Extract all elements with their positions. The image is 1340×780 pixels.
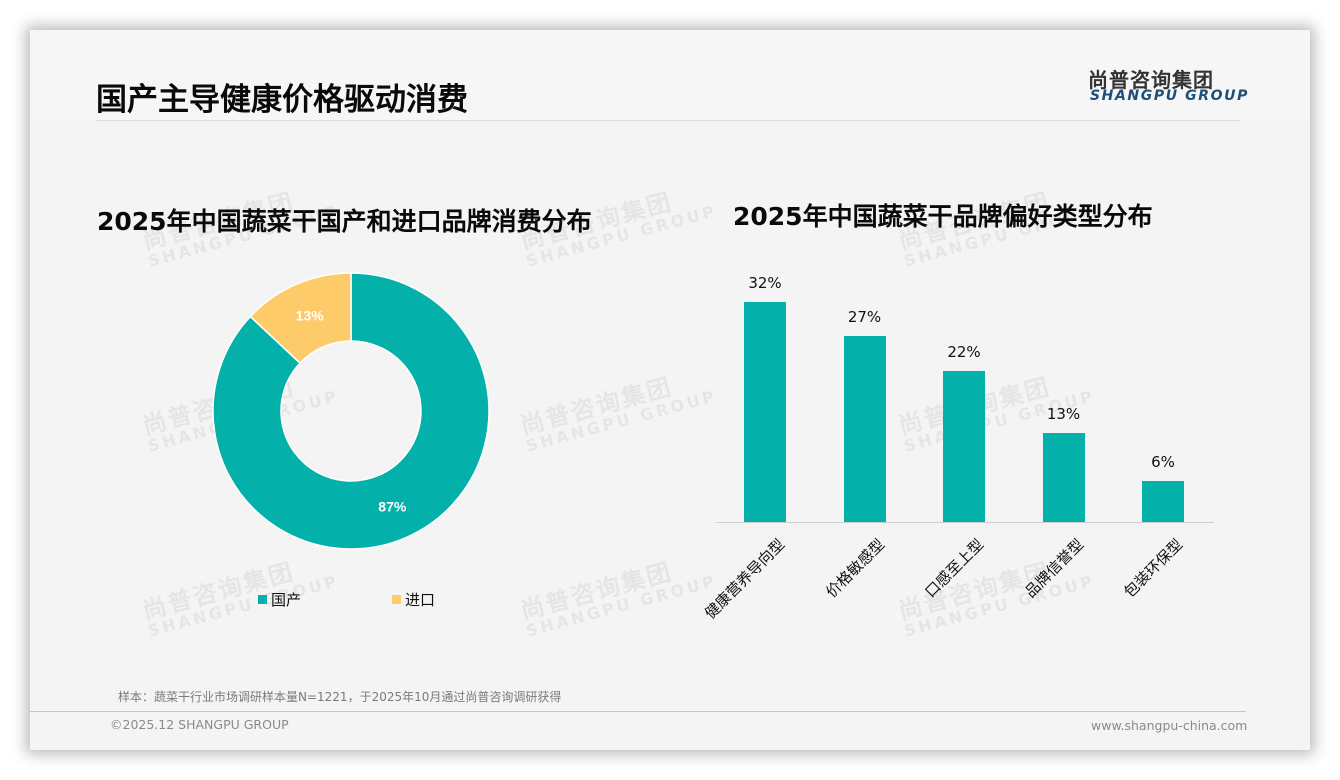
x-axis-label: 健康营养导向型 (701, 535, 789, 623)
x-axis-line (716, 522, 1214, 523)
x-axis-label: 价格敏感型 (821, 535, 888, 602)
bar-value-label: 22% (947, 342, 981, 361)
logo-cn: 尚普咨询集团 (1088, 68, 1214, 92)
x-axis-label: 包装环保型 (1120, 535, 1187, 602)
bar-value-label: 13% (1046, 404, 1081, 423)
bar (1042, 432, 1085, 522)
bar-value-label: 27% (847, 308, 882, 327)
bar (843, 336, 886, 522)
report-slide: 国产主导健康价格驱动消费 尚普咨询集团 SHANGPU GROUP 尚普咨询集团… (30, 30, 1310, 750)
bar-chart-title: 2025年中国蔬菜干品牌偏好类型分布 (733, 202, 1153, 231)
x-axis-label: 口感至上型 (921, 535, 988, 602)
donut-chart-title: 2025年中国蔬菜干国产和进口品牌消费分布 (97, 207, 592, 236)
sample-note: 样本：蔬菜干行业市场调研样本量N=1221，于2025年10月通过尚普咨询调研获… (118, 690, 562, 704)
title-band (30, 30, 1310, 120)
title-divider (96, 120, 1240, 121)
x-axis-label: 品牌信誉型 (1020, 535, 1087, 602)
legend-label-domestic: 国产 (271, 591, 302, 609)
donut-chart: 87% 13% (212, 272, 490, 550)
bar-value-label: 32% (748, 274, 782, 292)
bar (943, 370, 985, 522)
legend-swatch-domestic (258, 595, 267, 604)
legend-item-domestic: 国产 (258, 589, 301, 610)
logo-en: SHANGPU GROUP (1090, 88, 1249, 104)
bar-chart: 32% 健康营养导向型 27% 价格敏感型 22% 口感至上型 13% 品牌信誉型 6% 包装环保… (701, 274, 1216, 622)
bar-value-label: 6% (1151, 452, 1175, 471)
footer-divider (30, 711, 1246, 712)
donut-slice (212, 272, 490, 550)
website-link[interactable]: www.shangpu-china.com (1091, 718, 1248, 733)
bar (1142, 480, 1184, 522)
bar (744, 302, 786, 522)
legend-label-import: 进口 (405, 591, 436, 609)
legend-item-import: 进口 (392, 589, 435, 610)
donut-value-label: 13% (296, 308, 325, 324)
donut-value-label: 87% (378, 498, 407, 514)
copyright: ©2025.12 SHANGPU GROUP (110, 717, 289, 732)
page-title: 国产主导健康价格驱动消费 (96, 82, 468, 118)
legend-swatch-import (392, 595, 401, 604)
donut-slice (249, 272, 352, 365)
